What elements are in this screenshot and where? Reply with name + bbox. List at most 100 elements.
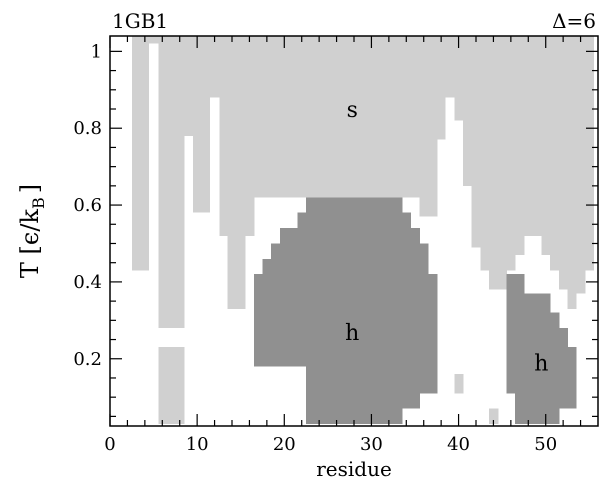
strand-cell	[245, 36, 255, 236]
strand-cell	[306, 36, 316, 198]
helix-cell	[515, 274, 525, 425]
helix-cell	[428, 274, 438, 394]
strand-cell	[218, 36, 229, 236]
helix-cell	[358, 197, 368, 425]
strand-cell	[506, 36, 516, 271]
strand-cell	[480, 36, 490, 271]
x-tick-label: 10	[186, 434, 209, 455]
helix-cell	[262, 258, 272, 367]
strand-cell	[445, 36, 455, 102]
strand-cell	[410, 36, 420, 198]
strand-cell	[175, 347, 185, 425]
strand-cell	[175, 36, 185, 329]
helix-cell	[567, 347, 577, 409]
region-labels: s h h	[345, 98, 548, 377]
strand-cell	[497, 36, 507, 290]
strand-cell	[314, 36, 324, 198]
x-tick-label: 20	[273, 434, 296, 455]
strand-cell	[489, 36, 499, 290]
helix-cell	[393, 197, 403, 425]
strand-cell	[523, 36, 534, 236]
strand-cell	[279, 36, 290, 198]
strand-cell	[288, 36, 298, 198]
helix-cell	[306, 197, 316, 425]
y-axis-label: T [ϵ/kB]	[16, 184, 48, 278]
x-axis-label: residue	[316, 457, 392, 481]
strand-cell	[131, 36, 141, 271]
x-tick-label: 0	[104, 434, 115, 455]
y-tick-label: 0.6	[73, 195, 102, 216]
helix-cell	[340, 197, 351, 425]
strand-cell	[157, 36, 168, 329]
y-tick-label: 1	[91, 41, 102, 62]
region-label: s	[347, 98, 358, 123]
strand-cell	[515, 36, 525, 256]
strand-cell	[584, 36, 595, 271]
strand-cell	[340, 36, 351, 198]
strand-cell	[541, 36, 551, 256]
strand-cell	[140, 36, 150, 271]
strand-cell	[375, 36, 385, 198]
title-left: 1GB1	[112, 9, 168, 33]
x-tick-label: 30	[360, 434, 383, 455]
helix-cell	[253, 274, 263, 367]
helix-cell	[558, 328, 568, 409]
helix-cell	[401, 212, 412, 409]
strand-cell	[201, 36, 211, 213]
strand-cell	[428, 36, 438, 217]
strand-cell	[166, 36, 176, 329]
strand-cell	[454, 374, 464, 394]
strand-cell	[550, 36, 560, 271]
strand-cell	[184, 36, 194, 136]
strand-cell	[297, 36, 307, 198]
helix-cell	[384, 197, 394, 425]
strand-cell	[419, 36, 429, 217]
helix-cell	[419, 243, 429, 394]
helix-cell	[332, 197, 342, 425]
y-tick-label: 0.4	[73, 272, 102, 293]
strand-cell	[393, 36, 403, 198]
strand-cell	[367, 36, 377, 198]
strand-cell	[332, 36, 342, 198]
helix-cell	[314, 197, 324, 425]
strand-cell	[489, 408, 499, 425]
strand-cell	[253, 36, 263, 198]
helix-cell	[506, 274, 516, 394]
axis-ticks: 0 10 20 30 40 50 0.2 0.4 0.6 0.8 1	[73, 36, 598, 455]
strand-cell	[384, 36, 394, 198]
strand-cell	[532, 36, 542, 236]
helix-cell	[288, 228, 298, 367]
strand-cell	[236, 36, 246, 309]
helix-cell	[410, 228, 420, 409]
strand-cell	[349, 36, 359, 198]
y-axis-label-close: ]	[16, 184, 44, 193]
helix-cell	[532, 293, 542, 425]
y-axis-label-sub: B	[29, 197, 48, 209]
strand-cell	[192, 36, 202, 213]
helix-cell	[279, 228, 290, 367]
helix-cell	[541, 293, 551, 425]
helix-cell	[271, 243, 281, 367]
strand-cell	[358, 36, 368, 198]
strand-cell	[262, 36, 272, 198]
strand-cell	[401, 36, 412, 198]
helix-cell	[297, 212, 307, 367]
y-tick-label: 0.2	[73, 349, 102, 370]
strand-cell	[436, 36, 446, 140]
helix-cell	[550, 312, 560, 425]
region-label: h	[345, 321, 359, 346]
title-right: Δ=6	[552, 9, 596, 33]
coil-cell	[445, 97, 455, 425]
strand-cell	[157, 347, 168, 425]
helix-cell	[367, 197, 377, 425]
strand-cell	[471, 36, 481, 248]
x-tick-label: 50	[534, 434, 557, 455]
coil-cell	[149, 43, 159, 425]
strand-cell	[454, 36, 464, 121]
helix-cell	[523, 293, 534, 425]
region-label: h	[534, 352, 548, 377]
strand-cell	[323, 36, 333, 198]
phase-regions	[131, 36, 595, 425]
strand-cell	[558, 36, 568, 290]
strand-cell	[462, 36, 473, 186]
